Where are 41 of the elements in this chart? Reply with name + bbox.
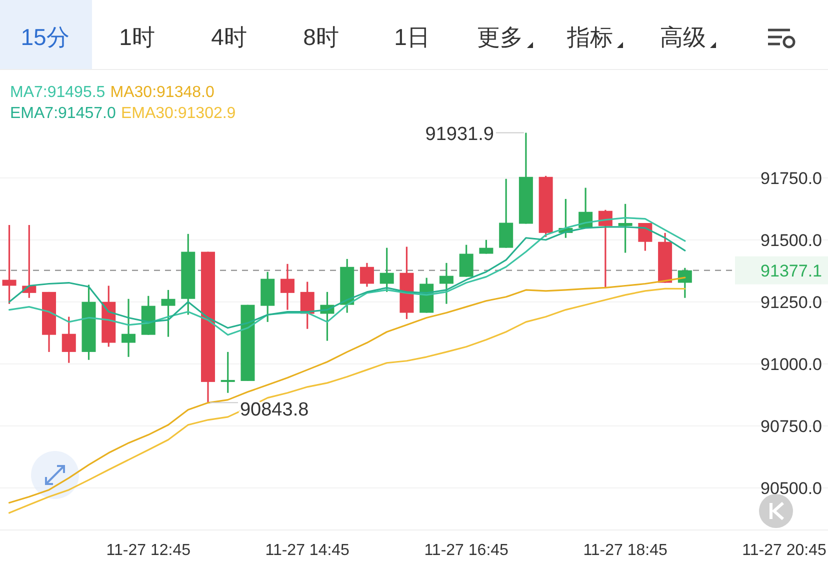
- candlestick: [220, 351, 235, 394]
- y-tick-label: 90750.0: [760, 416, 822, 436]
- y-tick-label: 91250.0: [760, 292, 822, 312]
- x-tick-label: 11-27 12:45: [106, 542, 191, 559]
- text: 更多: [477, 24, 523, 50]
- y-tick-label: 91750.0: [760, 168, 822, 188]
- text: 15分: [20, 24, 70, 50]
- x-tick-label: 11-27 16:45: [424, 542, 509, 559]
- candlestick: [618, 203, 632, 254]
- candlestick: [638, 222, 652, 252]
- annotation: 91931.9: [425, 124, 494, 145]
- candlestick: [161, 289, 176, 338]
- x-tick-label: 11-27 14:45: [265, 542, 350, 559]
- text: EMA7:91457.0: [10, 105, 116, 122]
- y-tick-label: 91500.0: [760, 230, 822, 250]
- candlestick: [439, 262, 454, 305]
- text: 8时: [303, 24, 339, 50]
- candlestick: [300, 280, 314, 330]
- y-tick-label: 90500.0: [760, 478, 822, 498]
- candlestick: [479, 239, 494, 255]
- text: EMA30:91302.9: [120, 105, 236, 122]
- candlestick: [62, 316, 76, 364]
- candlestick: [678, 267, 692, 299]
- text: 1日: [394, 24, 430, 50]
- candlestick: [122, 298, 136, 358]
- candlestick: [459, 244, 474, 278]
- candlestick: [380, 247, 394, 293]
- ref-line-label: 91377.1: [760, 261, 822, 280]
- text: 指标: [566, 24, 613, 50]
- annotation: 90843.8: [240, 400, 309, 421]
- y-tick-label: 91000.0: [760, 354, 822, 374]
- x-tick-label: 11-27 18:45: [583, 542, 668, 559]
- text: MA7:91495.5: [10, 84, 106, 101]
- text: MA30:91348.0: [110, 84, 214, 101]
- candlestick: [2, 224, 16, 305]
- candlestick: [280, 263, 294, 311]
- candlestick: [360, 262, 374, 288]
- x-tick-label: 11-27 20:45: [742, 542, 826, 559]
- text: 高级: [660, 24, 706, 50]
- text: 1时: [119, 24, 155, 50]
- text: 4时: [211, 24, 247, 50]
